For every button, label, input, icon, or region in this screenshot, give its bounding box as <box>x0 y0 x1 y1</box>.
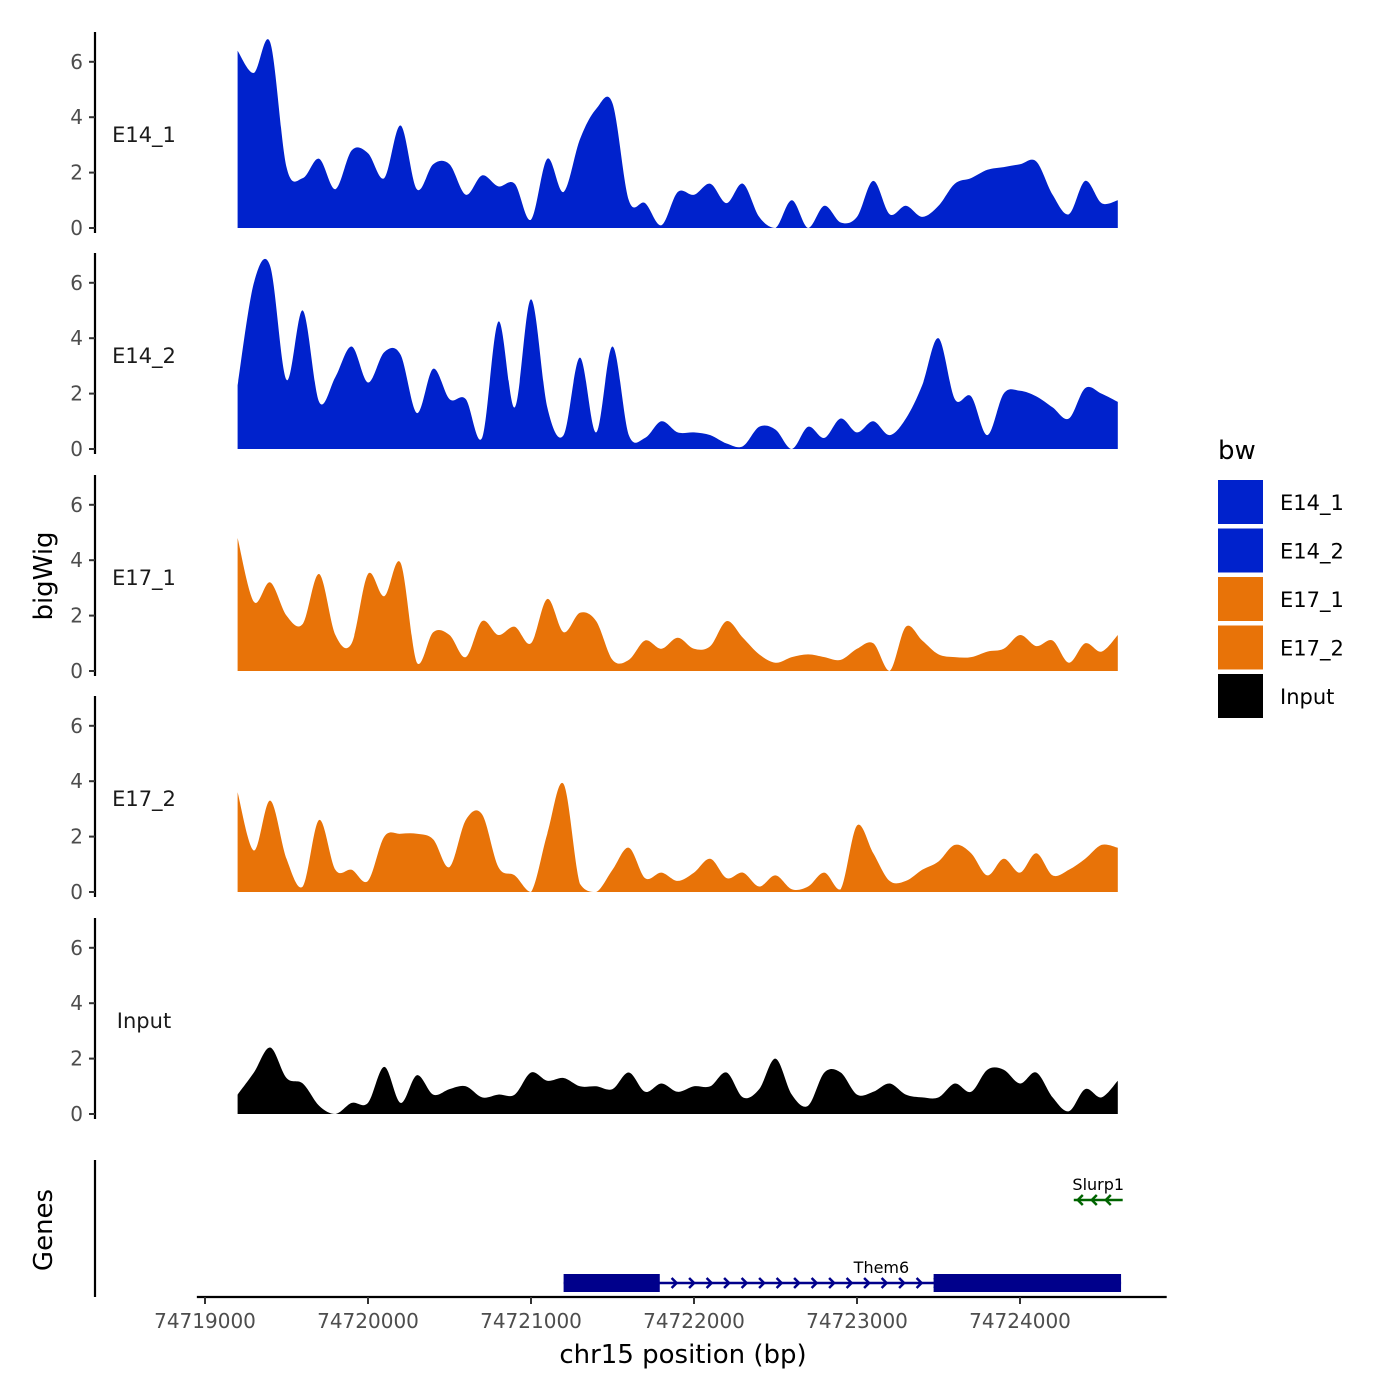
y-tick-label: 6 <box>70 271 83 295</box>
legend-key-input <box>1218 674 1263 718</box>
track-e14-2: 0 2 4 6 E14_2 <box>70 253 1118 461</box>
strand-arrow <box>898 1277 906 1289</box>
y-axis-title: bigWig <box>29 531 59 620</box>
x-tick-label: 74721000 <box>480 1309 582 1333</box>
y-tick-label: 2 <box>70 1047 83 1071</box>
strand-arrow <box>845 1277 854 1289</box>
exon <box>563 1274 660 1292</box>
strand-arrow <box>1090 1194 1098 1206</box>
strand-arrow <box>880 1277 889 1289</box>
strand-arrow <box>1104 1194 1112 1206</box>
strand-arrow <box>1076 1194 1084 1206</box>
legend-label-e17-1: E17_1 <box>1280 588 1344 613</box>
strand-arrow <box>758 1277 766 1289</box>
y-tick-label: 2 <box>70 604 83 628</box>
strand-arrow <box>688 1277 696 1289</box>
legend-key-e14-1 <box>1218 480 1263 524</box>
legend-key-e17-1 <box>1218 577 1263 621</box>
area-e14-1 <box>237 39 1118 228</box>
gene-label-slurp1: Slurp1 <box>1072 1175 1124 1194</box>
x-axis-title: chr15 position (bp) <box>559 1340 806 1370</box>
y-tick-label: 6 <box>70 936 83 960</box>
legend-label-e17-2: E17_2 <box>1280 637 1344 662</box>
legend-title: bw <box>1218 436 1256 466</box>
y-tick-label: 0 <box>70 1102 83 1126</box>
y-tick-label: 6 <box>70 714 83 738</box>
area-e17-1 <box>237 538 1118 671</box>
gene-slurp1: Slurp1 <box>1072 1175 1124 1206</box>
y-tick-label: 2 <box>70 161 83 185</box>
genes-axis-title: Genes <box>29 1189 59 1271</box>
strand-arrow <box>828 1277 836 1289</box>
exon <box>933 1274 1122 1292</box>
area-e17-2 <box>237 782 1118 892</box>
legend-label-e14-1: E14_1 <box>1280 491 1344 516</box>
track-label-e14-1: E14_1 <box>112 123 176 148</box>
legend-key-e17-2 <box>1218 625 1263 670</box>
x-tick-label: 74723000 <box>806 1309 908 1333</box>
strand-arrow <box>863 1277 871 1289</box>
legend-key-e14-2 <box>1218 528 1263 573</box>
y-tick-label: 0 <box>70 659 83 683</box>
y-tick-label: 6 <box>70 50 83 74</box>
track-e17-1: 0 2 4 6 E17_1 <box>70 475 1118 683</box>
y-tick-label: 6 <box>70 493 83 517</box>
strand-arrow <box>740 1277 749 1289</box>
strand-arrow <box>915 1277 924 1289</box>
track-label-input: Input <box>117 1009 171 1033</box>
x-tick-label: 74720000 <box>317 1309 419 1333</box>
y-tick-label: 4 <box>70 548 83 572</box>
x-tick-label: 74724000 <box>969 1309 1071 1333</box>
y-tick-label: 4 <box>70 326 83 350</box>
y-tick-label: 2 <box>70 825 83 849</box>
strand-arrow <box>705 1277 714 1289</box>
area-input <box>237 1047 1118 1114</box>
x-tick-label: 74722000 <box>643 1309 745 1333</box>
legend-label-e14-2: E14_2 <box>1280 540 1344 565</box>
y-tick-label: 2 <box>70 382 83 406</box>
legend-label-input: Input <box>1280 685 1334 709</box>
y-tick-label: 4 <box>70 105 83 129</box>
x-tick-label: 74719000 <box>154 1309 256 1333</box>
track-e14-1: 0 2 4 6 E14_1 <box>70 32 1118 240</box>
y-tick-label: 0 <box>70 880 83 904</box>
y-tick-label: 0 <box>70 437 83 461</box>
y-tick-label: 4 <box>70 769 83 793</box>
x-axis: 74719000 74720000 74721000 74722000 74723000… <box>154 1295 1167 1333</box>
strand-arrow <box>670 1277 679 1289</box>
genes-panel: Them6 Slurp1 <box>93 1160 1124 1297</box>
strand-arrow <box>810 1277 819 1289</box>
track-input: 0 2 4 6 Input <box>70 918 1118 1126</box>
track-label-e14-2: E14_2 <box>112 344 176 369</box>
strand-arrow <box>793 1277 801 1289</box>
legend: bw E14_1 E14_2 E17_1 E17_2 Input <box>1218 436 1344 718</box>
y-tick-label: 0 <box>70 216 83 240</box>
strand-arrow <box>775 1277 784 1289</box>
gene-them6: Them6 <box>563 1258 1122 1292</box>
track-e17-2: 0 2 4 6 E17_2 <box>70 696 1118 904</box>
track-label-e17-1: E17_1 <box>112 566 176 591</box>
track-panels: 0 2 4 6 E14_1 0 2 4 6 E14_2 0 2 4 6 E17_1 0 2 4 6 E17_2 0 2 4 6… <box>70 32 1118 1126</box>
strand-arrow <box>723 1277 731 1289</box>
track-label-e17-2: E17_2 <box>112 787 176 812</box>
area-e14-2 <box>237 258 1118 449</box>
gene-label-them6: Them6 <box>853 1258 910 1277</box>
y-tick-label: 4 <box>70 991 83 1015</box>
